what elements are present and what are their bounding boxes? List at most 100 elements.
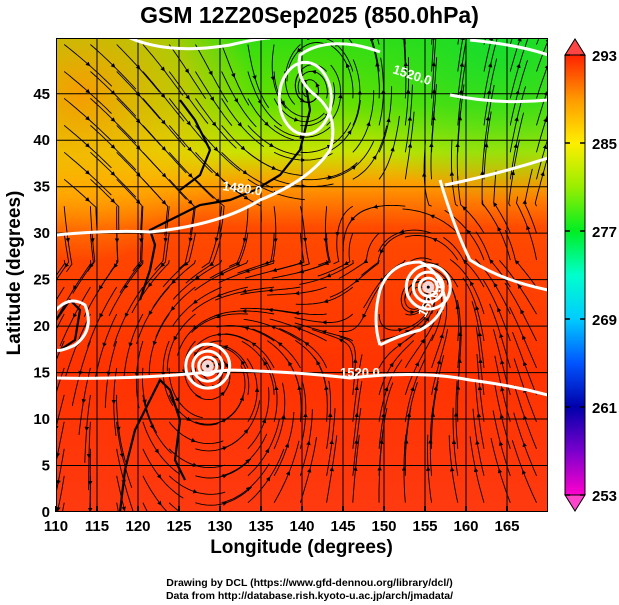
- streamline: [273, 178, 306, 189]
- streamline: [301, 381, 307, 414]
- streamline: [63, 71, 91, 94]
- streamline: [547, 63, 548, 66]
- streamline: [522, 0, 535, 11]
- streamline: [89, 206, 95, 243]
- streamline: [191, 295, 218, 312]
- streamline: [435, 354, 445, 387]
- streamline: [221, 428, 249, 450]
- streamline: [329, 281, 356, 298]
- streamline: [66, 241, 73, 273]
- streamline: [196, 464, 226, 469]
- streamline: [330, 122, 352, 146]
- streamline: [113, 403, 117, 436]
- streamline: [270, 44, 276, 81]
- streamline: [299, 440, 311, 476]
- streamline: [363, 232, 380, 264]
- streamline: [378, 330, 411, 342]
- streamline: [472, 408, 478, 441]
- streamline: [370, 38, 380, 72]
- credit-data: Data from http://database.rish.kyoto-u.a…: [165, 590, 454, 602]
- streamline: [96, 267, 115, 294]
- streamline: [281, 382, 286, 416]
- streamline: [168, 502, 181, 512]
- streamline: [352, 412, 359, 449]
- streamline: [453, 412, 459, 449]
- streamline: [142, 98, 166, 125]
- streamline: [195, 501, 228, 506]
- streamline: [342, 220, 352, 252]
- streamline: [482, 279, 499, 309]
- streamline: [160, 233, 170, 268]
- streamline: [139, 206, 144, 243]
- streamline: [63, 233, 70, 268]
- streamline: [139, 68, 161, 93]
- streamline: [515, 112, 525, 145]
- streamline: [494, 355, 503, 388]
- streamline: [299, 206, 308, 243]
- streamline: [408, 308, 431, 331]
- streamline: [429, 214, 459, 234]
- streamline: [471, 301, 480, 333]
- streamline: [513, 412, 525, 444]
- streamline: [493, 170, 497, 203]
- streamline: [264, 387, 270, 420]
- streamline: [443, 237, 464, 261]
- streamline: [401, 3, 403, 35]
- streamline: [514, 259, 537, 288]
- streamline: [511, 440, 524, 471]
- streamline: [297, 263, 326, 274]
- streamline: [116, 44, 141, 70]
- streamline: [244, 270, 274, 279]
- x-tick-label: 160: [453, 518, 478, 535]
- streamline: [223, 345, 249, 369]
- streamline: [219, 259, 249, 276]
- streamline: [328, 380, 332, 414]
- streamline: [114, 174, 137, 198]
- streamline: [194, 274, 221, 291]
- streamline: [356, 408, 362, 441]
- streamline: [148, 260, 170, 288]
- streamline: [404, 338, 425, 369]
- x-tick-label: 150: [371, 518, 396, 535]
- streamline: [358, 8, 371, 37]
- streamline: [326, 260, 354, 278]
- streamline: [56, 340, 65, 362]
- streamline: [497, 468, 511, 503]
- streamline: [270, 325, 301, 342]
- streamline: [261, 241, 276, 266]
- streamline: [369, 38, 378, 63]
- streamline: [378, 89, 386, 126]
- streamline: [378, 313, 403, 333]
- x-tick-label: 135: [248, 518, 273, 535]
- streamline: [267, 125, 294, 141]
- streamline: [266, 308, 296, 314]
- map-title: GSM 12Z20Sep2025 (850.0hPa): [140, 2, 479, 28]
- streamline: [118, 430, 126, 463]
- streamline: [241, 286, 275, 294]
- streamline: [244, 326, 275, 342]
- streamline: [408, 382, 418, 414]
- cyclone-ring: [417, 276, 439, 298]
- streamline: [449, 466, 459, 503]
- streamline: [462, 259, 485, 288]
- streamline: [160, 340, 170, 377]
- cyclone-ring: [404, 263, 452, 311]
- streamline: [114, 147, 137, 171]
- streamline: [431, 385, 438, 422]
- streamline: [345, 63, 354, 99]
- streamlines: [56, 0, 548, 512]
- streamline: [482, 200, 499, 228]
- x-tick-label: 115: [85, 518, 109, 535]
- streamline: [492, 329, 502, 361]
- streamline: [168, 152, 193, 178]
- streamline: [294, 310, 327, 316]
- streamline: [116, 178, 141, 205]
- streamline: [483, 62, 493, 99]
- streamline: [56, 448, 65, 485]
- streamline: [116, 475, 126, 512]
- streamline: [381, 408, 388, 441]
- streamline: [493, 202, 511, 234]
- streamline: [403, 0, 404, 9]
- streamline: [148, 344, 155, 377]
- streamline: [247, 387, 260, 423]
